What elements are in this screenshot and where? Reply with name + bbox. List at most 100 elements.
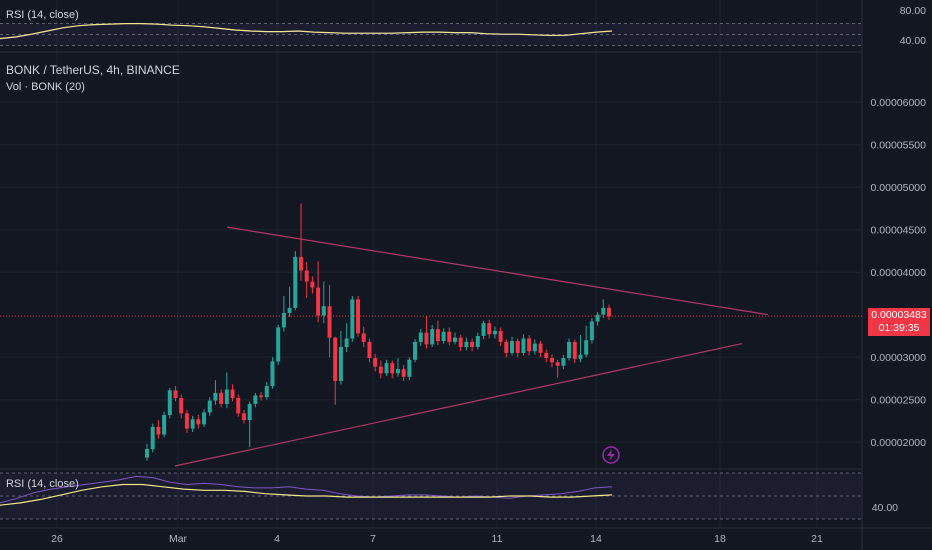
candle-body: [247, 403, 252, 421]
rsi-top-band: [0, 23, 862, 46]
triangle-upper-line: [226, 226, 769, 316]
candle-body: [567, 341, 572, 359]
price-axis-tick: 0.00005000: [871, 182, 927, 194]
candle-body: [173, 390, 178, 398]
lightning-bolt-icon: [607, 449, 615, 461]
candle-body: [538, 343, 543, 353]
symbol-legend[interactable]: BONK / TetherUS, 4h, BINANCE: [6, 63, 180, 77]
candle-body: [150, 426, 155, 449]
price-axis-tick: 0.00004000: [871, 267, 927, 279]
candle-body: [464, 341, 469, 347]
candle-body: [532, 343, 537, 352]
candle-body: [299, 256, 303, 271]
candle-body: [224, 389, 229, 404]
date-axis-tick: 18: [714, 533, 726, 545]
candle-body: [207, 400, 212, 413]
candle-body: [367, 341, 372, 359]
candle-body: [435, 329, 440, 342]
candle-body: [230, 389, 235, 398]
date-axis-tick: 21: [811, 533, 823, 545]
candle-body: [276, 327, 281, 362]
candle-body: [475, 335, 480, 347]
price-axis-tick: 0.00003000: [871, 352, 927, 364]
candle-body: [327, 306, 332, 338]
rsi-top-legend[interactable]: RSI (14, close): [6, 9, 79, 21]
triangle-lower-line: [174, 343, 743, 467]
date-axis-tick: 14: [590, 533, 602, 545]
candle-body: [395, 369, 400, 374]
candle-body: [510, 341, 515, 353]
candle-body: [287, 307, 292, 313]
candle-body: [418, 332, 423, 342]
candle-body: [184, 413, 189, 429]
candle-body: [504, 341, 509, 353]
candle-body: [521, 338, 526, 353]
candle-body: [293, 256, 298, 308]
candle-body: [498, 330, 503, 342]
candle-body: [589, 321, 594, 341]
candle-body: [458, 337, 463, 347]
current-price-badge: 0.00003483 01:39:35: [868, 308, 930, 337]
price-axis-tick: 0.00006000: [871, 97, 927, 109]
volume-legend[interactable]: Vol · BONK (20): [6, 81, 85, 93]
candle-body: [270, 361, 275, 387]
date-axis-tick: 4: [274, 533, 280, 545]
current-price-label: 0.00003483: [871, 309, 927, 322]
candle-body: [350, 299, 355, 339]
candle-body: [361, 333, 366, 342]
candle-body: [407, 359, 412, 377]
candle-body: [515, 341, 520, 353]
candle-body: [607, 307, 611, 317]
candle-body: [202, 412, 207, 425]
candle-body: [196, 419, 201, 425]
candle-body: [162, 415, 167, 435]
rsi-bottom-band: [0, 473, 862, 519]
candle-body: [453, 337, 457, 342]
candle-body: [316, 287, 321, 316]
candle-body: [390, 363, 395, 374]
candle-body: [578, 354, 583, 359]
candle-body: [595, 314, 600, 322]
rsi-top-ma-line: [0, 23, 613, 40]
candle-body: [264, 386, 269, 398]
candle-body: [492, 330, 497, 335]
candle-body: [584, 340, 589, 355]
candle-body: [447, 331, 452, 342]
candle-body: [430, 329, 435, 345]
candle-body: [167, 390, 172, 415]
candle-body: [555, 362, 560, 366]
candle-body: [527, 338, 532, 352]
rsi-top-axis-tick: 40.00: [900, 35, 926, 47]
candle-body: [338, 347, 343, 381]
candle-body: [356, 299, 361, 334]
price-axis-tick: 0.00004500: [871, 225, 927, 237]
candle-body: [213, 392, 218, 401]
rsi-bottom-line: [0, 475, 613, 504]
lightning-icon: [602, 446, 620, 464]
candle-body: [281, 313, 286, 328]
candle-body: [236, 398, 241, 414]
candle-body: [156, 426, 161, 435]
candle-body: [601, 307, 606, 315]
price-axis-tick: 0.00002000: [871, 437, 927, 449]
price-axis-tick: 0.00005500: [871, 140, 927, 152]
candle-body: [561, 358, 566, 366]
candle-body: [549, 358, 554, 363]
candle-body: [259, 395, 264, 398]
countdown-label: 01:39:35: [878, 322, 920, 335]
candle-body: [304, 270, 309, 282]
candle-body: [310, 281, 315, 288]
rsi-bottom-axis-tick: 40.00: [872, 502, 898, 514]
candle-body: [253, 395, 258, 404]
candle-body: [190, 419, 195, 429]
candle-body: [241, 413, 246, 421]
candle-body: [145, 449, 149, 458]
candle-body: [401, 369, 406, 377]
date-axis-tick: 7: [370, 533, 376, 545]
rsi-top-axis-tick: 80.00: [900, 5, 926, 17]
candle-body: [470, 341, 475, 347]
candle-body: [321, 306, 326, 316]
rsi-bottom-legend[interactable]: RSI (14, close): [6, 478, 79, 490]
